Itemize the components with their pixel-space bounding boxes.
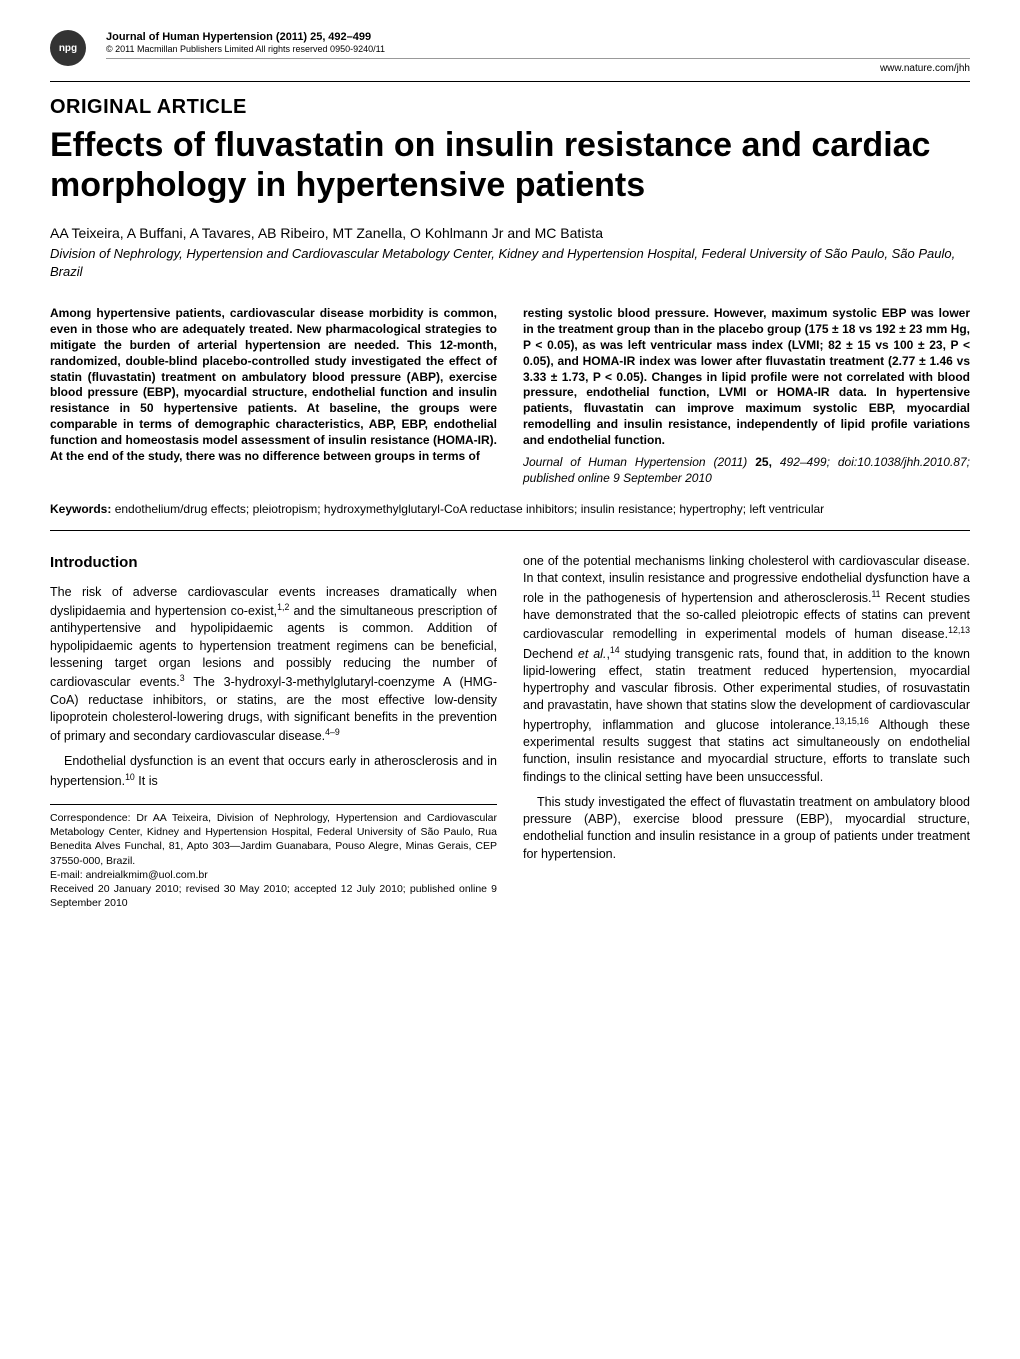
journal-url: www.nature.com/jhh [106,58,970,75]
journal-info-block: Journal of Human Hypertension (2011) 25,… [106,30,970,75]
keywords-label: Keywords: [50,502,111,516]
header-divider [50,81,970,82]
citation-year: (2011) [714,455,748,469]
footer-divider [50,804,497,805]
intro-paragraph-3: one of the potential mechanisms linking … [523,553,970,786]
journal-header: npg Journal of Human Hypertension (2011)… [50,30,970,75]
intro-paragraph-2: Endothelial dysfunction is an event that… [50,753,497,790]
body-right-column: one of the potential mechanisms linking … [523,553,970,910]
journal-title: Journal of Human Hypertension (2011) 25, [106,31,325,43]
intro-paragraph-1: The risk of adverse cardiovascular event… [50,584,497,746]
citation-pages: 492–499; [780,455,830,469]
introduction-heading: Introduction [50,553,497,574]
citation-journal: Journal of Human Hypertension [523,455,706,469]
correspondence-text: Correspondence: Dr AA Teixeira, Division… [50,811,497,868]
correspondence-dates: Received 20 January 2010; revised 30 May… [50,882,497,910]
keywords-block: Keywords: endothelium/drug effects; plei… [50,502,970,518]
copyright-line: © 2011 Macmillan Publishers Limited All … [106,44,970,56]
correspondence-block: Correspondence: Dr AA Teixeira, Division… [50,811,497,910]
correspondence-email: E-mail: andreialkmim@uol.com.br [50,868,497,882]
journal-pages: 492–499 [328,31,371,43]
author-list: AA Teixeira, A Buffani, A Tavares, AB Ri… [50,225,970,241]
intro-paragraph-4: This study investigated the effect of fl… [523,794,970,863]
section-divider [50,530,970,531]
article-type: ORIGINAL ARTICLE [50,96,970,119]
article-title: Effects of fluvastatin on insulin resist… [50,125,970,205]
abstract-left-column: Among hypertensive patients, cardiovascu… [50,306,497,486]
publisher-badge: npg [50,30,86,66]
abstract-right-column: resting systolic blood pressure. However… [523,306,970,486]
citation-volume: 25, [755,455,772,469]
affiliation: Division of Nephrology, Hypertension and… [50,245,970,280]
body-columns: Introduction The risk of adverse cardiov… [50,553,970,910]
body-left-column: Introduction The risk of adverse cardiov… [50,553,497,910]
citation-block: Journal of Human Hypertension (2011) 25,… [523,455,970,487]
keywords-text: endothelium/drug effects; pleiotropism; … [115,502,824,516]
abstract-right-text: resting systolic blood pressure. However… [523,306,970,447]
abstract-block: Among hypertensive patients, cardiovascu… [50,306,970,486]
